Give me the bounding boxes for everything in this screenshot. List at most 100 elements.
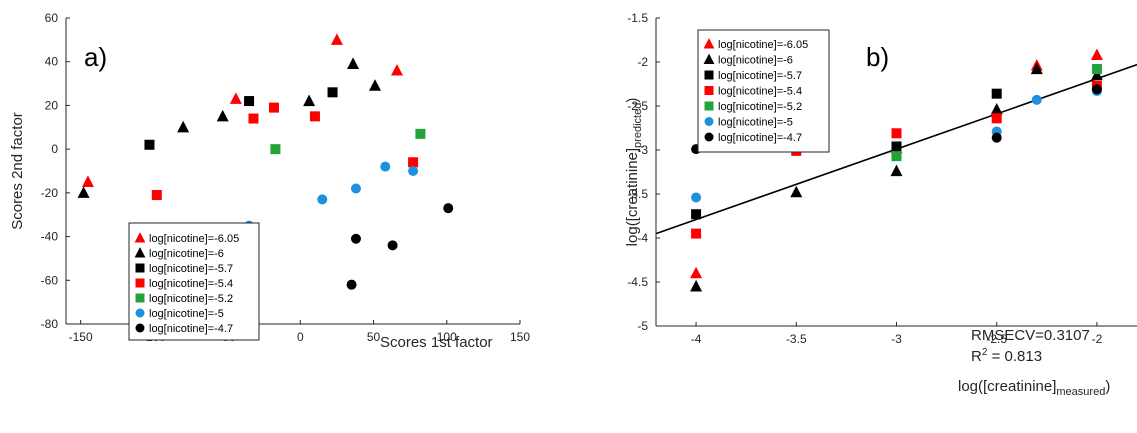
point-log-nicotine--4p7 xyxy=(992,133,1002,143)
point-log-nicotine--6 xyxy=(78,186,90,198)
y-tick-label: -60 xyxy=(41,273,59,287)
legend-label: log[nicotine]=-5.7 xyxy=(149,263,233,275)
y-tick-label: -4.5 xyxy=(627,275,648,289)
point-log-nicotine--5p2 xyxy=(892,151,902,161)
legend-marker-log-nicotine--4p7 xyxy=(705,133,714,142)
point-log-nicotine--5p2 xyxy=(270,144,280,154)
x-tick-label: -2 xyxy=(1092,332,1103,346)
y-tick-label: 20 xyxy=(45,98,59,112)
point-log-nicotine--6p05 xyxy=(331,33,343,45)
point-log-nicotine--6p05 xyxy=(82,175,94,187)
point-log-nicotine--5p4 xyxy=(992,113,1002,123)
point-log-nicotine--5p7 xyxy=(144,140,154,150)
panel-b-x-label: log([creatinine]measured) xyxy=(958,378,1110,398)
r2-annotation: R2 = 0.813 xyxy=(971,347,1042,365)
panel-b-y-label: log([creatinine]predicted) xyxy=(624,98,644,247)
point-log-nicotine--6 xyxy=(991,103,1003,115)
x-tick-label: -3.5 xyxy=(786,332,807,346)
legend-marker-log-nicotine--5p7 xyxy=(705,71,714,80)
x-tick-label: 0 xyxy=(297,330,304,344)
y-tick-label: -40 xyxy=(41,230,59,244)
r2-value: = 0.813 xyxy=(987,348,1042,365)
legend-label: log[nicotine]=-5 xyxy=(149,308,224,320)
point-log-nicotine--5 xyxy=(317,194,327,204)
x-tick-label: 150 xyxy=(510,330,530,344)
panel-b-x-label-sub: measured xyxy=(1056,386,1105,398)
point-log-nicotine--5p4 xyxy=(152,190,162,200)
x-tick-label: 50 xyxy=(367,330,381,344)
point-log-nicotine--5p4 xyxy=(408,157,418,167)
legend-label: log[nicotine]=-6 xyxy=(718,55,793,67)
point-log-nicotine--6p05 xyxy=(391,64,403,76)
y-tick-label: -80 xyxy=(41,317,59,331)
point-log-nicotine--5p4 xyxy=(310,111,320,121)
point-log-nicotine--5p4 xyxy=(892,128,902,138)
legend-label: log[nicotine]=-6.05 xyxy=(149,233,239,245)
point-log-nicotine--4p7 xyxy=(351,234,361,244)
panel-b-x-label-main: log([creatinine] xyxy=(958,378,1056,395)
point-log-nicotine--5p7 xyxy=(244,96,254,106)
point-log-nicotine--6 xyxy=(177,121,189,133)
point-log-nicotine--4p7 xyxy=(388,240,398,250)
legend-marker-log-nicotine--5p7 xyxy=(136,264,145,273)
legend-label: log[nicotine]=-5 xyxy=(718,117,793,129)
point-log-nicotine--6p05 xyxy=(230,92,242,104)
legend-label: log[nicotine]=-6 xyxy=(149,248,224,260)
y-tick-label: 0 xyxy=(51,142,58,156)
rmsecv-annotation: RMSECV=0.3107 xyxy=(971,327,1090,344)
legend-label: log[nicotine]=-4.7 xyxy=(718,132,802,144)
panel-a-y-label: Scores 2nd factor xyxy=(9,112,26,230)
point-log-nicotine--5p2 xyxy=(415,129,425,139)
panel-b-y-label-sub: predicted xyxy=(632,103,644,148)
legend-label: log[nicotine]=-5.2 xyxy=(718,101,802,113)
legend-label: log[nicotine]=-5.2 xyxy=(149,293,233,305)
legend-marker-log-nicotine--5 xyxy=(136,309,145,318)
y-tick-label: 40 xyxy=(45,55,59,69)
panel-b: -4 -3.5 -3 -2.5 -2 -1.5 -2 -2.5 -3 -3.5 -4 -4.5 -5 l… xyxy=(624,11,1137,398)
point-log-nicotine--6 xyxy=(217,110,229,122)
x-tick-label: -150 xyxy=(69,330,93,344)
point-log-nicotine--6p05 xyxy=(1091,48,1103,60)
panel-b-y-label-end: ) xyxy=(624,98,641,103)
legend-marker-log-nicotine--5p4 xyxy=(136,279,145,288)
x-tick-label: -3 xyxy=(891,332,902,346)
point-log-nicotine--5p4 xyxy=(691,229,701,239)
point-log-nicotine--6 xyxy=(891,165,903,177)
y-tick-label: -1.5 xyxy=(627,11,648,25)
legend-marker-log-nicotine--4p7 xyxy=(136,324,145,333)
panel-a: -150-100-500501001506040200-20-40-60-80 … xyxy=(9,11,530,351)
y-tick-label: -2 xyxy=(637,55,648,69)
panel-b-label: b) xyxy=(866,42,889,72)
legend-label: log[nicotine]=-4.7 xyxy=(149,323,233,335)
legend-marker-log-nicotine--5 xyxy=(705,117,714,126)
legend-marker-log-nicotine--5p2 xyxy=(705,102,714,111)
panel-a-label: a) xyxy=(84,42,107,72)
point-log-nicotine--5p4 xyxy=(269,103,279,113)
y-tick-label: -20 xyxy=(41,186,59,200)
legend-label: log[nicotine]=-5.7 xyxy=(718,70,802,82)
legend-label: log[nicotine]=-5.4 xyxy=(149,278,233,290)
legend-marker-log-nicotine--5p4 xyxy=(705,86,714,95)
point-log-nicotine--6 xyxy=(690,280,702,292)
point-log-nicotine--5p7 xyxy=(328,87,338,97)
panel-a-legend: log[nicotine]=-6.05 log[nicotine]=-6 log[n… xyxy=(129,223,259,340)
point-log-nicotine--5 xyxy=(351,183,361,193)
point-log-nicotine--5 xyxy=(380,162,390,172)
point-log-nicotine--5 xyxy=(691,193,701,203)
y-tick-label: -5 xyxy=(637,319,648,333)
point-log-nicotine--5p2 xyxy=(1092,64,1102,74)
panel-b-legend: log[nicotine]=-6.05 log[nicotine]=-6 log[n… xyxy=(698,30,829,152)
y-tick-label: 60 xyxy=(45,11,59,25)
point-log-nicotine--5 xyxy=(408,166,418,176)
r2-prefix: R xyxy=(971,348,982,365)
point-log-nicotine--4p7 xyxy=(443,203,453,213)
point-log-nicotine--6 xyxy=(790,186,802,198)
point-log-nicotine--5p7 xyxy=(691,209,701,219)
point-log-nicotine--6 xyxy=(369,79,381,91)
panel-b-y-label-main: log([creatinine] xyxy=(624,148,641,246)
point-log-nicotine--5p7 xyxy=(892,141,902,151)
point-log-nicotine--5p4 xyxy=(248,114,258,124)
point-log-nicotine--5 xyxy=(1032,95,1042,105)
